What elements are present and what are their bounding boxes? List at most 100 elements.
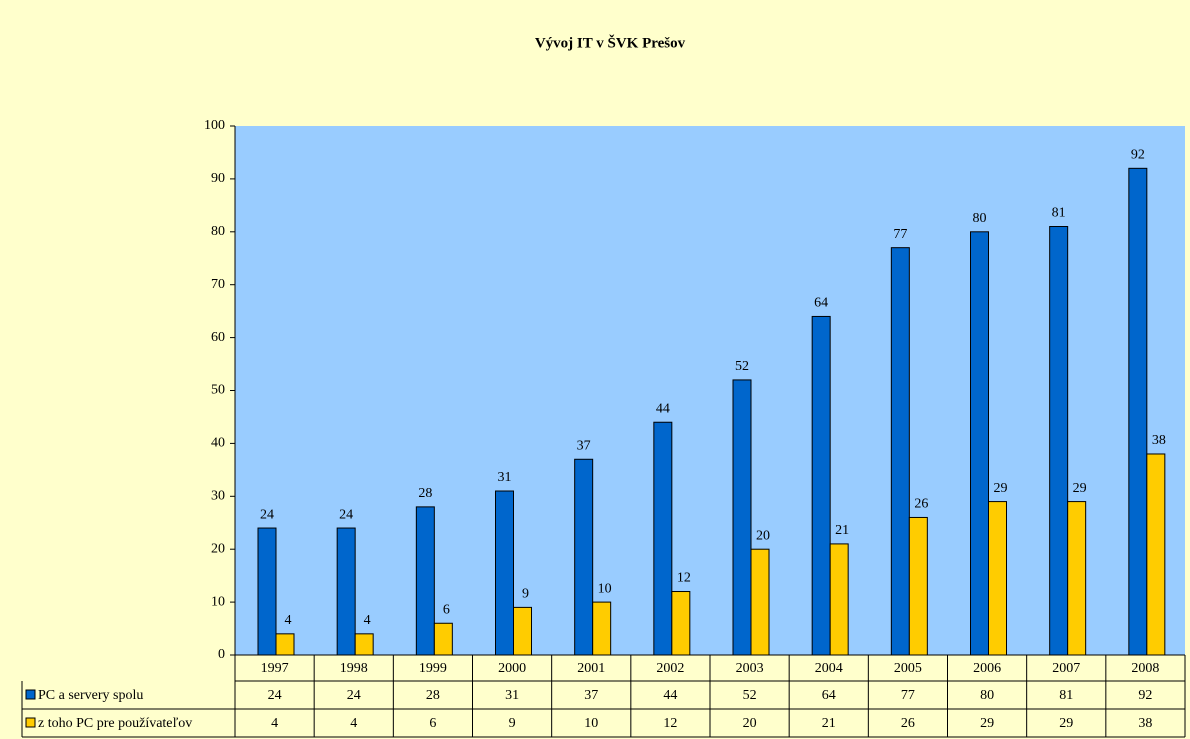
data-label: 31 (498, 470, 512, 485)
table-cell: 92 (1138, 688, 1152, 703)
table-cell: 26 (901, 716, 915, 731)
table-cell: 12 (663, 716, 677, 731)
bar (275, 633, 295, 656)
chart-title: Vývoj IT v ŠVK Prešov (535, 34, 686, 51)
legend-key (25, 717, 36, 728)
data-label: 52 (735, 359, 749, 374)
table-cell: 80 (980, 688, 994, 703)
y-tick-label: 10 (211, 594, 225, 609)
bar (1049, 226, 1069, 656)
table-cell: 77 (901, 688, 915, 703)
legend-label: PC a servery spolu (38, 688, 143, 703)
table-cell: 9 (509, 716, 516, 731)
data-label: 6 (443, 602, 450, 617)
table-cell: 37 (584, 688, 598, 703)
bar (732, 379, 752, 656)
x-tick-label: 1998 (340, 661, 368, 676)
x-tick-label: 2000 (498, 661, 526, 676)
data-label: 10 (598, 581, 612, 596)
y-tick-label: 80 (211, 224, 225, 239)
table-cell: 6 (429, 716, 436, 731)
data-label: 20 (756, 528, 770, 543)
table-cell: 10 (584, 716, 598, 731)
y-tick-label: 60 (211, 330, 225, 345)
data-label: 24 (339, 507, 353, 522)
bar (1146, 453, 1166, 656)
x-tick-label: 2004 (815, 661, 843, 676)
y-tick-label: 50 (211, 383, 225, 398)
bar (988, 501, 1007, 656)
data-label: 38 (1152, 433, 1166, 448)
data-label: 26 (914, 497, 928, 512)
table-cell: 4 (271, 716, 278, 731)
bar (433, 622, 453, 656)
bar (970, 231, 989, 656)
table-cell: 81 (1059, 688, 1073, 703)
data-label: 4 (285, 613, 292, 628)
x-tick-label: 2001 (577, 661, 605, 676)
bar (574, 458, 594, 656)
y-tick-label: 20 (211, 541, 225, 556)
bar (653, 421, 673, 656)
legend-label: z toho PC pre používateľov (38, 716, 192, 731)
x-tick-label: 2006 (973, 661, 1001, 676)
bar (829, 543, 849, 656)
x-tick-label: 1997 (261, 661, 289, 676)
table-cell: 52 (743, 688, 757, 703)
legend-key (25, 689, 36, 700)
data-label: 21 (835, 523, 849, 538)
data-label: 37 (577, 438, 591, 453)
table-cell: 44 (663, 688, 677, 703)
y-tick-label: 90 (211, 171, 225, 186)
data-label: 92 (1131, 148, 1145, 163)
table-cell: 4 (350, 716, 357, 731)
bar (908, 516, 928, 656)
plot-area (235, 126, 1185, 655)
table-cell: 31 (505, 688, 519, 703)
data-label: 24 (260, 507, 274, 522)
x-tick-label: 2005 (894, 661, 922, 676)
data-label: 12 (677, 571, 691, 586)
bar (415, 506, 435, 656)
bar (811, 315, 831, 656)
table-cell: 24 (347, 688, 361, 703)
y-tick-label: 0 (218, 647, 225, 662)
table-cell: 38 (1138, 716, 1152, 731)
x-tick-label: 2007 (1052, 661, 1080, 676)
x-tick-label: 2003 (736, 661, 764, 676)
data-label: 4 (364, 613, 371, 628)
bar (513, 606, 532, 656)
data-label: 9 (522, 587, 529, 602)
y-tick-label: 30 (211, 489, 225, 504)
data-label: 77 (893, 227, 907, 242)
table-cell: 21 (822, 716, 836, 731)
y-tick-label: 70 (211, 277, 225, 292)
bar (890, 247, 910, 656)
bar (257, 527, 277, 656)
x-tick-label: 2002 (656, 661, 684, 676)
data-label: 29 (994, 481, 1008, 496)
data-label: 28 (418, 486, 432, 501)
bar (592, 601, 612, 656)
bar (1128, 167, 1148, 656)
table-cell: 20 (743, 716, 757, 731)
table-cell: 64 (822, 688, 836, 703)
x-tick-label: 1999 (419, 661, 447, 676)
data-label: 64 (814, 296, 828, 311)
table-cell: 24 (268, 688, 282, 703)
data-label: 44 (656, 401, 670, 416)
bar (495, 490, 514, 656)
bar (1067, 501, 1087, 656)
data-label: 80 (973, 211, 987, 226)
table-cell: 29 (1059, 716, 1073, 731)
table-cell: 28 (426, 688, 440, 703)
bar (750, 548, 770, 656)
data-label: 81 (1052, 206, 1066, 221)
table-cell: 29 (980, 716, 994, 731)
bar (671, 591, 691, 656)
y-tick-label: 40 (211, 436, 225, 451)
bar (354, 633, 374, 656)
y-tick-label: 100 (204, 118, 225, 133)
bar (336, 527, 356, 656)
